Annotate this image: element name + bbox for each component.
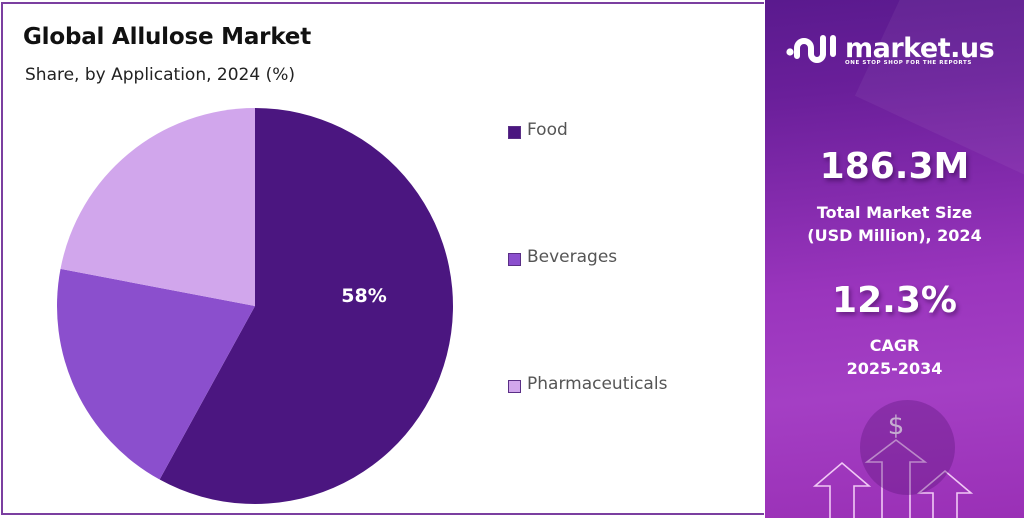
summary-panel: market.us ONE STOP SHOP FOR THE REPORTS … xyxy=(765,0,1024,518)
brand-name: market.us xyxy=(845,33,995,64)
legend-item-pharmaceuticals: Pharmaceuticals xyxy=(508,374,708,398)
cagr-label-line2: 2025-2034 xyxy=(846,359,943,378)
legend-label: Pharmaceuticals xyxy=(527,374,668,394)
pie-slice-food xyxy=(159,108,453,505)
cagr-value: 12.3% xyxy=(832,280,957,321)
dollar-icon: $ xyxy=(888,411,905,441)
market-size-label-line2: (USD Million), 2024 xyxy=(807,226,982,245)
market-size-value: 186.3M xyxy=(819,146,970,187)
legend-label: Food xyxy=(527,120,568,140)
legend-item-beverages: Beverages xyxy=(508,247,708,271)
dollar-growth-arrows-icon: $ xyxy=(812,411,974,518)
legend-swatch-food xyxy=(508,126,521,139)
market-size-label-line1: Total Market Size xyxy=(816,203,973,222)
cagr-label-line1: CAGR xyxy=(869,336,920,355)
brand-tagline: ONE STOP SHOP FOR THE REPORTS xyxy=(845,60,972,66)
chart-title: Global Allulose Market xyxy=(23,24,311,50)
chart-subtitle: Share, by Application, 2024 (%) xyxy=(25,65,295,85)
pie-slice-beverages xyxy=(56,268,255,480)
chart-panel: Global Allulose Market Share, by Applica… xyxy=(1,2,764,515)
pie-label-food: 58% xyxy=(341,285,386,307)
brand-logo: market.us xyxy=(785,30,995,68)
legend-swatch-pharmaceuticals xyxy=(508,380,521,393)
legend-label: Beverages xyxy=(527,247,618,267)
pie-chart: 58% xyxy=(56,108,453,505)
legend-item-food: Food xyxy=(508,120,708,144)
legend-swatch-beverages xyxy=(508,253,521,266)
market-us-logo-icon xyxy=(786,35,836,63)
pie-slice-pharmaceuticals xyxy=(60,108,255,306)
